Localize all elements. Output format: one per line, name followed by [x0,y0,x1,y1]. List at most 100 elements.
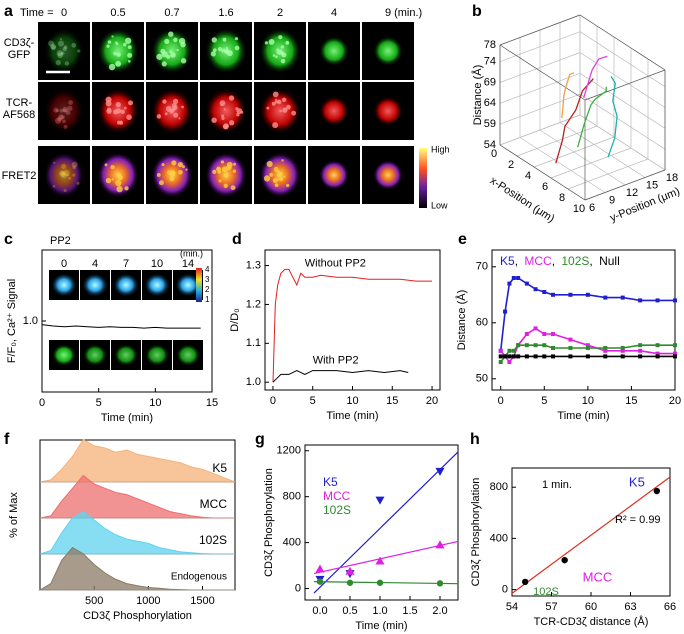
point [436,580,444,587]
cell-blob [44,28,84,74]
speckle [71,42,77,48]
legend-entry: 102S [323,503,351,517]
speckle [286,40,289,44]
x-tick-label: 8 [559,192,565,204]
speckle [110,165,115,170]
x-tick-label: 54 [506,601,518,613]
x-tick-label: 0.0 [312,605,327,617]
legend-separator: , [589,254,596,268]
y-axis-label: Distance (Å) [455,290,468,351]
grid-line [559,122,646,178]
speckle [235,107,239,111]
speckle [113,51,117,56]
marker [603,354,608,359]
speckle [271,101,276,106]
speckle [225,47,229,50]
point-label: K5 [629,474,645,489]
marker [673,351,677,356]
speckle [127,45,132,50]
y-axis-label: CD3ζ Phosphorylation [470,478,482,587]
speckle [173,37,178,43]
speckle [291,110,297,116]
speckle [60,171,67,179]
speckle [164,38,170,45]
x-tick-label: 1000 [136,595,160,607]
speckle [156,114,162,119]
y-tick-label: 800 [490,481,508,493]
marker [507,348,512,353]
speckle [48,40,55,47]
marker [551,292,555,297]
x-tick-label: 5 [310,395,316,407]
speckle [115,42,119,46]
speckle [264,41,269,45]
box-edge [499,14,581,46]
cell-blob [319,36,349,66]
speckle [115,101,121,108]
z-tick-label: 74 [484,56,496,68]
colorbar [196,268,202,302]
speckle [228,95,235,101]
cell-blob [44,88,84,134]
speckle [274,98,278,101]
speckle [125,37,132,44]
y-tick-label: 0 [502,584,508,596]
panel-label: c [4,231,13,248]
y-axis-label: CD3ζ Phosphorylation [263,468,275,577]
speckle [225,50,228,53]
speckle [67,105,73,111]
speckle [280,51,285,56]
marker [585,343,590,348]
time-label: 9 [385,7,391,19]
line [500,327,675,364]
x-tick-label: 10 [573,203,585,215]
speckle [211,117,217,123]
marker [673,354,677,359]
marker [533,343,538,348]
panel-label: f [4,431,10,448]
trajectory [607,75,618,158]
cell-blob [373,160,403,190]
x-tick-label: 2.0 [432,605,447,617]
speckle [269,172,274,177]
marker [542,343,547,348]
speckle [286,183,290,188]
speckle [217,47,223,52]
speckle [221,166,228,173]
panel-label: g [255,431,265,448]
speckle [281,97,287,103]
speckle [105,177,112,184]
speckle [56,50,63,57]
speckle [55,109,59,113]
speckle [221,50,224,53]
point [345,566,355,575]
y-tick-label: 70 [476,261,488,273]
marker [568,292,573,297]
row-label: TCR-AF568 [2,97,36,121]
speckle [105,100,112,107]
row-label: FRET2 [1,170,37,182]
speckle [234,45,240,51]
cell-blob [373,96,403,126]
speckle [234,37,239,41]
speckle [223,173,229,178]
grid-line [539,129,626,186]
point [315,564,325,573]
time-label: 0 [61,7,67,19]
marker [655,351,660,356]
speckle [71,161,78,168]
grid-line [579,93,666,150]
speckle [178,37,186,45]
speckle [236,113,240,117]
speckle [108,63,116,71]
speckle [278,35,283,40]
marker [498,360,503,364]
marker [603,348,608,353]
speckle [59,108,64,113]
grid-line [579,52,666,108]
speckle [58,114,64,120]
speckle [168,31,174,37]
box-edge [499,44,586,101]
marker [511,354,516,359]
legend-entry: MCC [524,254,552,268]
